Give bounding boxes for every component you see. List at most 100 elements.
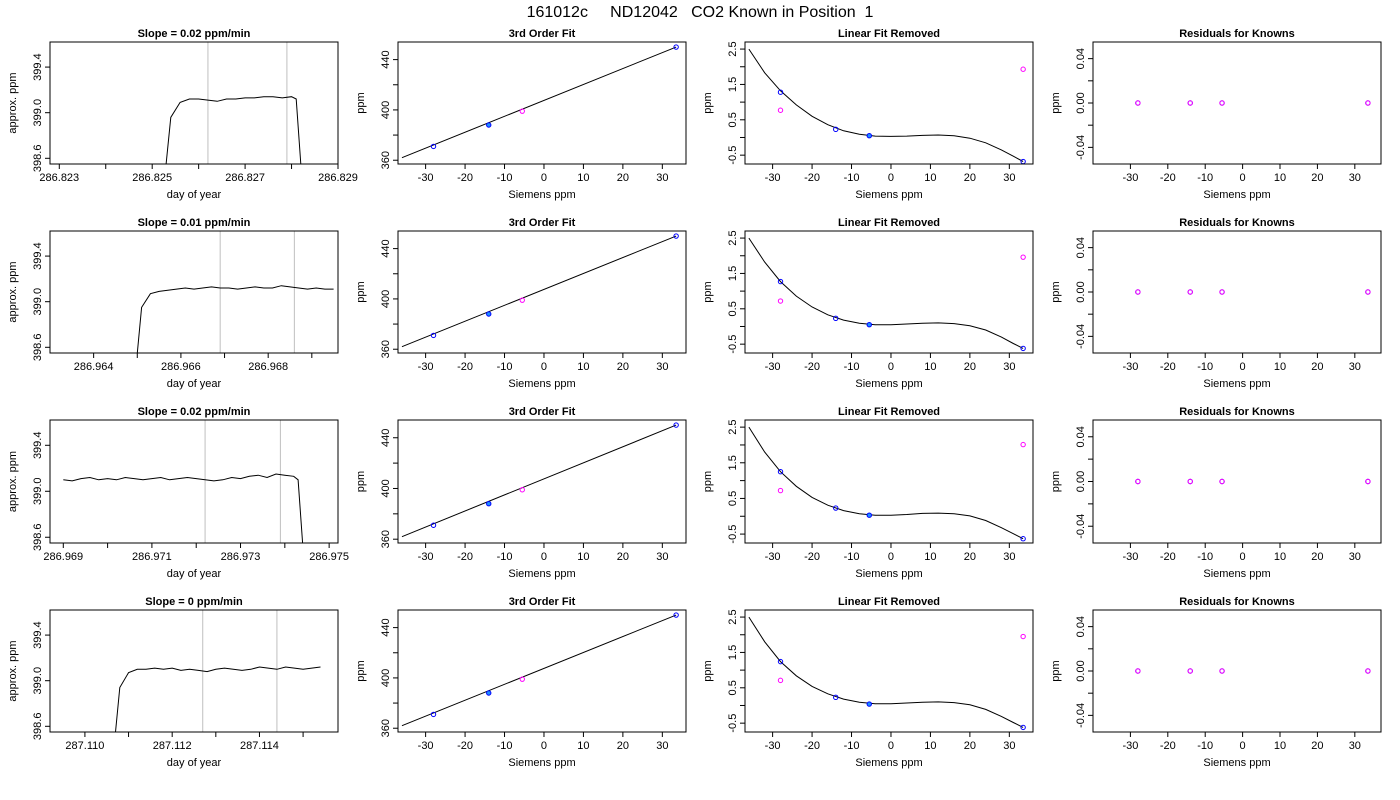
known-point xyxy=(430,522,437,528)
panel-title: Slope = 0 ppm/min xyxy=(145,596,243,608)
plot-frame xyxy=(49,609,339,733)
known-point xyxy=(486,311,492,317)
panel-title: 3rd Order Fit xyxy=(509,596,576,608)
y-tick-label: 399.0 xyxy=(32,288,44,316)
x-axis-label: Siemens ppm xyxy=(855,568,922,580)
x-tick-label: 20 xyxy=(617,740,629,752)
panel-r1-c3: Residuals for Knowns -30 -20 -10 0 10 20 30 -0.0… xyxy=(1050,217,1382,390)
known-point xyxy=(833,126,839,133)
y-tick-label: 400 xyxy=(380,101,392,119)
y-axis-label: ppm xyxy=(1050,281,1062,302)
panel-title: Slope = 0.01 ppm/min xyxy=(138,217,251,229)
plot-frame xyxy=(397,609,687,733)
x-tick-label: 30 xyxy=(1349,551,1361,563)
x-tick-label: 287.110 xyxy=(65,740,104,752)
plot-frame xyxy=(1092,41,1382,165)
x-axis-label: Siemens ppm xyxy=(508,189,575,201)
y-axis-label: ppm xyxy=(355,471,367,492)
x-tick-label: 0 xyxy=(888,551,894,563)
y-tick-label: 1.5 xyxy=(727,645,739,660)
x-tick-label: 286.827 xyxy=(225,172,265,184)
series-line xyxy=(165,96,302,164)
x-tick-label: -20 xyxy=(804,740,820,752)
y-tick-label: 400 xyxy=(380,479,392,497)
x-axis-label: day of year xyxy=(167,568,222,580)
plot-area xyxy=(401,614,677,727)
sample-point xyxy=(1135,289,1141,295)
fit-curve xyxy=(748,237,1024,349)
y-tick-label: 0.00 xyxy=(1075,281,1087,302)
panel-r0-c0: Slope = 0.02 ppm/min 286.823 286.825 286.82… xyxy=(7,28,358,201)
y-tick-label: 0.5 xyxy=(727,680,739,695)
known-point-filled xyxy=(867,512,872,518)
y-tick-label: 2.5 xyxy=(727,609,739,624)
panel-title: Residuals for Knowns xyxy=(1179,28,1295,40)
x-tick-label: 286.975 xyxy=(309,551,349,563)
x-tick-label: -20 xyxy=(804,551,820,563)
x-tick-label: 10 xyxy=(924,172,936,184)
known-point xyxy=(866,512,872,518)
x-tick-label: 286.969 xyxy=(43,551,83,563)
x-tick-label: 10 xyxy=(1274,551,1286,563)
known-point xyxy=(486,690,492,696)
x-tick-label: 30 xyxy=(1003,740,1015,752)
x-tick-label: 0 xyxy=(888,361,894,373)
x-tick-label: 30 xyxy=(1003,551,1015,563)
x-tick-label: 20 xyxy=(1311,361,1323,373)
y-tick-label: 0.00 xyxy=(1075,92,1087,113)
panel-title: Slope = 0.02 ppm/min xyxy=(138,28,251,40)
sample-point xyxy=(519,676,525,682)
known-point xyxy=(866,701,872,707)
sample-point xyxy=(1187,478,1193,485)
known-point xyxy=(1020,536,1026,542)
panel-r2-c2: Linear Fit Removed -30 -20 -10 0 10 20 30 -0.5 0.… xyxy=(702,406,1034,580)
x-axis-label: Siemens ppm xyxy=(855,189,922,201)
x-tick-label: -30 xyxy=(765,172,781,184)
y-axis-label: ppm xyxy=(702,660,714,681)
y-axis-label: ppm xyxy=(1050,660,1062,681)
known-point-filled xyxy=(867,322,872,327)
known-point-filled xyxy=(486,501,491,506)
fit-line xyxy=(401,614,677,727)
known-point xyxy=(833,694,839,701)
x-tick-label: 286.823 xyxy=(39,172,79,184)
panel-r0-c3: Residuals for Knowns -30 -20 -10 0 10 20 30 -0.0… xyxy=(1050,28,1382,201)
sample-point xyxy=(1020,633,1026,640)
y-tick-label: 440 xyxy=(380,618,392,636)
plot-frame xyxy=(744,41,1034,165)
known-point xyxy=(430,143,437,150)
x-tick-label: 0 xyxy=(1240,361,1246,373)
known-point xyxy=(673,612,679,618)
sample-point xyxy=(1219,478,1225,485)
plot-frame xyxy=(744,419,1034,544)
x-tick-label: -30 xyxy=(1122,172,1138,184)
y-tick-label: 0.04 xyxy=(1075,237,1087,258)
fit-curve xyxy=(748,616,1024,728)
y-tick-label: 0.04 xyxy=(1075,616,1087,637)
plot-frame xyxy=(1092,230,1382,354)
x-tick-label: 20 xyxy=(617,361,629,373)
known-point-filled xyxy=(867,133,872,138)
x-axis-label: Siemens ppm xyxy=(508,568,575,580)
x-tick-label: 10 xyxy=(924,361,936,373)
x-tick-label: -20 xyxy=(457,361,473,373)
x-tick-label: 10 xyxy=(1274,172,1286,184)
fit-line xyxy=(401,46,677,159)
plot-frame xyxy=(397,41,687,165)
panel-r3-c3: Residuals for Knowns -30 -20 -10 0 10 20 30 -0.0… xyxy=(1050,596,1382,769)
sample-point xyxy=(1365,668,1371,674)
x-tick-label: 10 xyxy=(1274,361,1286,373)
sample-point xyxy=(1219,668,1225,674)
panel-r3-c2: Linear Fit Removed -30 -20 -10 0 10 20 30 -0.5 0.… xyxy=(702,596,1034,769)
y-tick-label: 398.6 xyxy=(32,334,44,362)
panel-title: Linear Fit Removed xyxy=(838,217,940,229)
x-axis-label: Siemens ppm xyxy=(1203,568,1270,580)
y-axis-label: approx. ppm xyxy=(7,640,19,701)
x-tick-label: 286.966 xyxy=(161,361,201,373)
sample-point xyxy=(777,298,784,304)
sample-point xyxy=(1365,100,1371,106)
sample-point xyxy=(1219,100,1225,106)
x-tick-label: -30 xyxy=(418,172,434,184)
y-axis-label: approx. ppm xyxy=(7,72,19,133)
x-tick-label: 30 xyxy=(656,172,668,184)
